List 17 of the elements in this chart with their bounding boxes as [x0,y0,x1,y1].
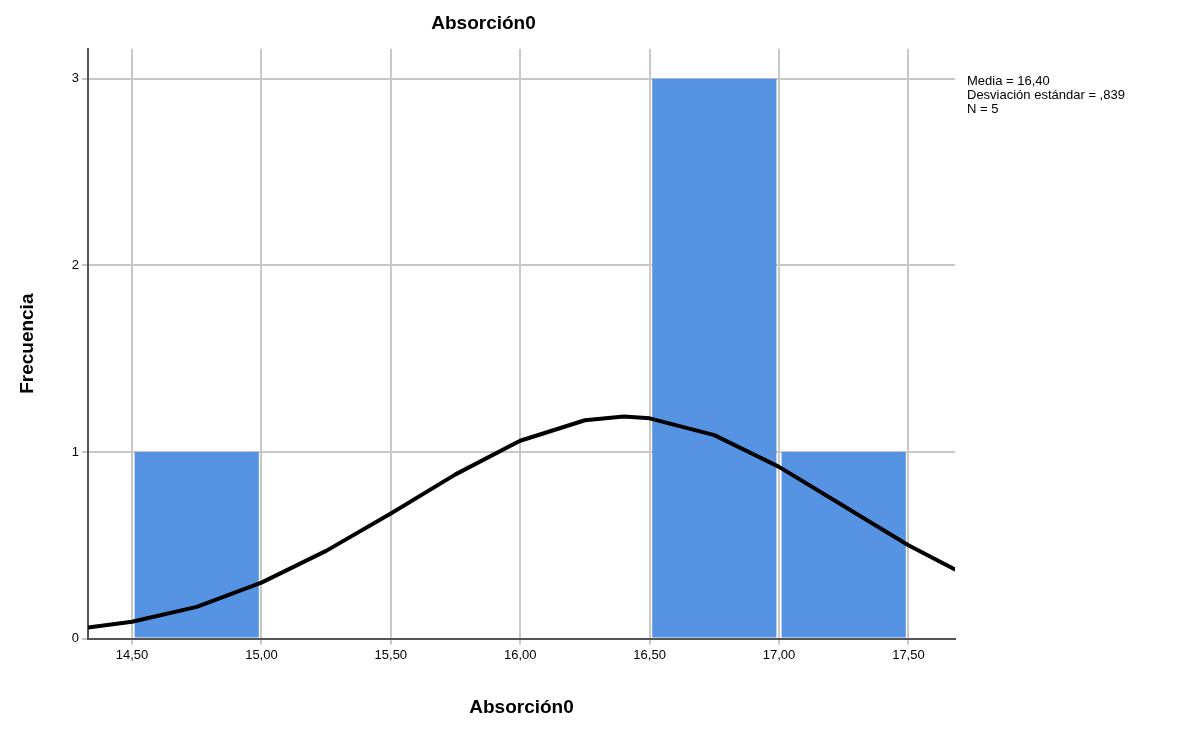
text: N = 5 [967,100,999,116]
x-tick-label: 17,50 [892,646,925,662]
y-tick-label: 3 [71,70,80,86]
x-tick-label: 15,00 [245,646,278,662]
x-tick-label: 14,50 [115,646,149,662]
text: Desviación estándar = ,839 [967,86,1125,102]
y-tick-label: 0 [71,630,80,646]
chart-title: Absorción0 [431,11,536,33]
text: Media = 16,40 [967,72,1050,88]
x-tick-label: 17,00 [762,646,796,662]
y-tick-label: 1 [71,443,80,459]
x-axis-title: Absorción0 [469,695,574,717]
y-axis-title: Frecuencia [15,293,37,394]
x-tick-label: 15,50 [374,646,408,662]
x-tick-label: 16,00 [503,646,537,662]
y-tick-label: 2 [71,256,80,272]
x-tick-label: 16,50 [633,646,666,662]
